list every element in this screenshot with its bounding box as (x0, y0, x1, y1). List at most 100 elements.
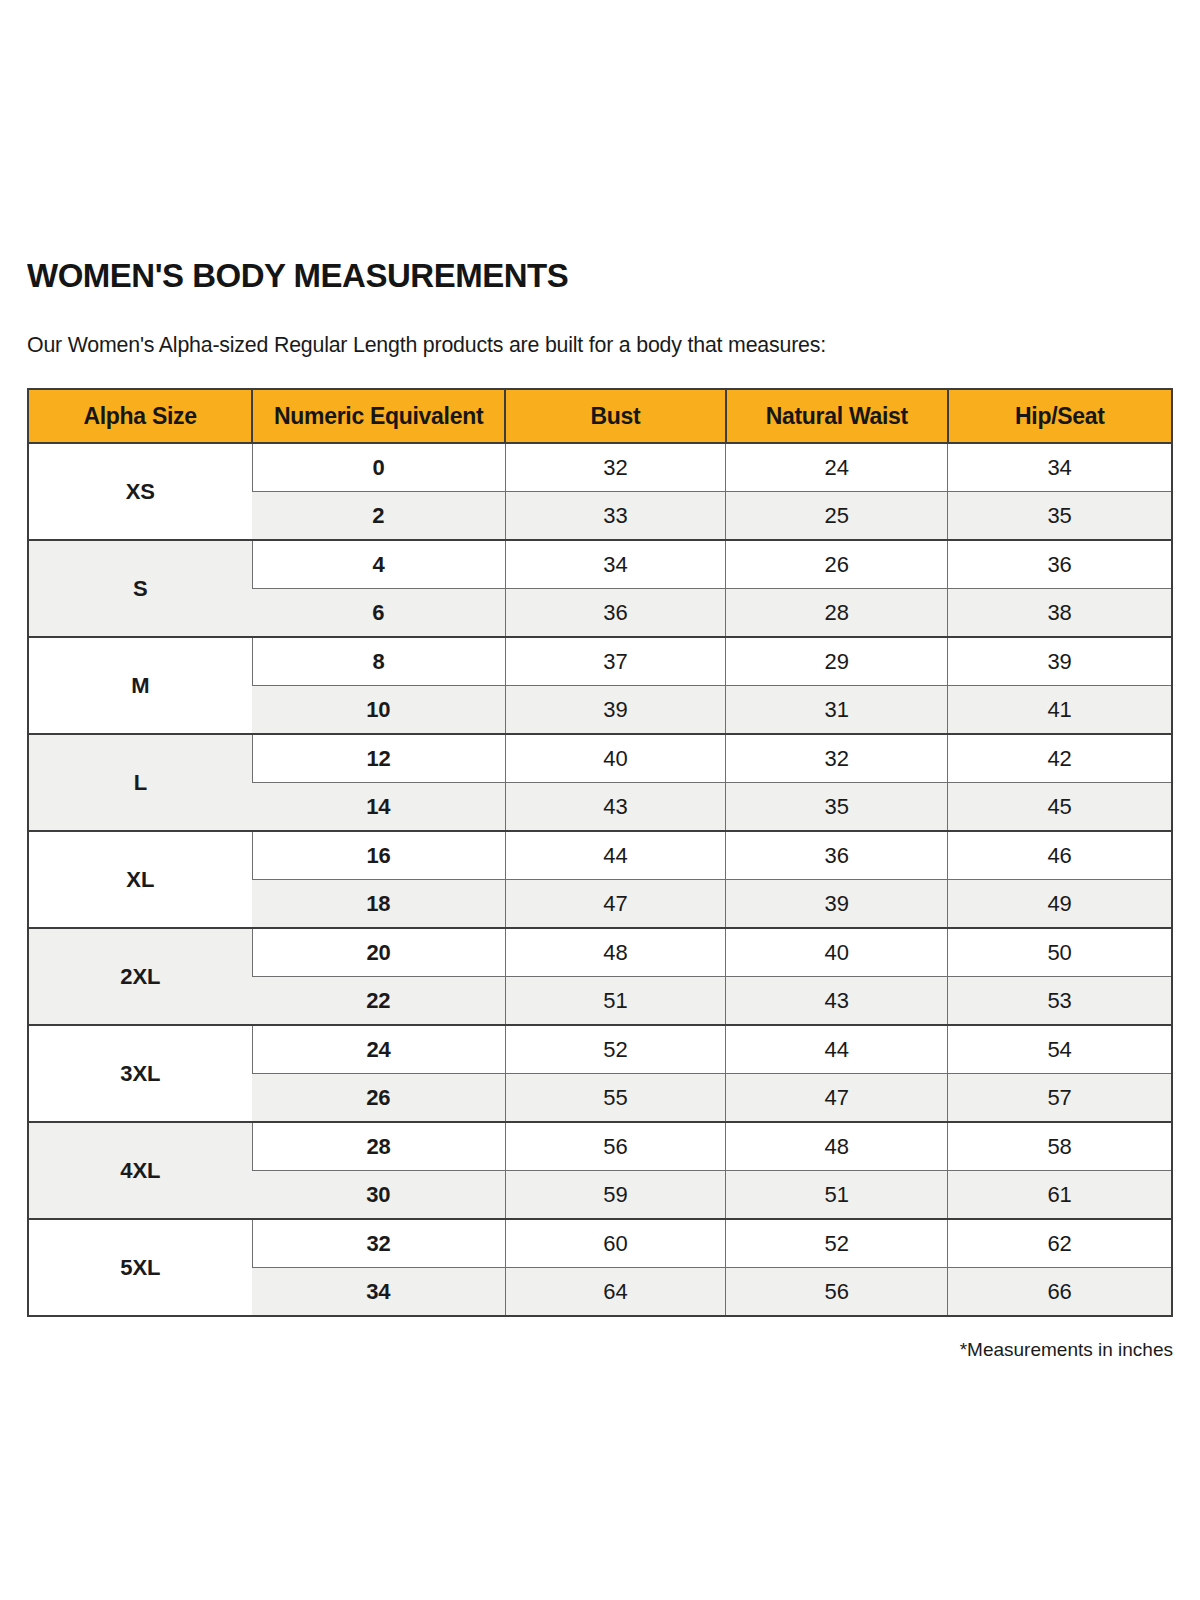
alpha-size-cell: XS (28, 443, 252, 540)
hip-cell: 62 (948, 1219, 1172, 1268)
column-header-numeric-equivalent: Numeric Equivalent (252, 389, 505, 443)
hip-cell: 39 (948, 637, 1172, 686)
hip-cell: 38 (948, 589, 1172, 638)
page-subtitle: Our Women's Alpha-sized Regular Length p… (27, 332, 1139, 358)
bust-cell: 52 (505, 1025, 726, 1074)
waist-cell: 43 (726, 977, 948, 1026)
table-row: 3XL 24 52 44 54 (28, 1025, 1172, 1074)
bust-cell: 39 (505, 686, 726, 735)
numeric-cell: 28 (252, 1122, 505, 1171)
size-chart-table: Alpha Size Numeric Equivalent Bust Natur… (27, 388, 1173, 1317)
alpha-size-cell: 4XL (28, 1122, 252, 1219)
table-row: 2XL 20 48 40 50 (28, 928, 1172, 977)
hip-cell: 54 (948, 1025, 1172, 1074)
size-guide-content: WOMEN'S BODY MEASUREMENTS Our Women's Al… (27, 258, 1173, 1361)
alpha-size-cell: S (28, 540, 252, 637)
waist-cell: 56 (726, 1268, 948, 1317)
size-group-l: L 12 40 32 42 14 43 35 45 (28, 734, 1172, 831)
hip-cell: 45 (948, 783, 1172, 832)
hip-cell: 36 (948, 540, 1172, 589)
waist-cell: 48 (726, 1122, 948, 1171)
hip-cell: 42 (948, 734, 1172, 783)
waist-cell: 44 (726, 1025, 948, 1074)
size-guide-page: WOMEN'S BODY MEASUREMENTS Our Women's Al… (0, 0, 1200, 1600)
hip-cell: 61 (948, 1171, 1172, 1220)
bust-cell: 40 (505, 734, 726, 783)
bust-cell: 55 (505, 1074, 726, 1123)
size-group-2xl: 2XL 20 48 40 50 22 51 43 53 (28, 928, 1172, 1025)
numeric-cell: 14 (252, 783, 505, 832)
hip-cell: 49 (948, 880, 1172, 929)
numeric-cell: 12 (252, 734, 505, 783)
waist-cell: 36 (726, 831, 948, 880)
bust-cell: 44 (505, 831, 726, 880)
alpha-size-cell: 5XL (28, 1219, 252, 1316)
column-header-hip-seat: Hip/Seat (948, 389, 1172, 443)
numeric-cell: 2 (252, 492, 505, 541)
waist-cell: 26 (726, 540, 948, 589)
numeric-cell: 26 (252, 1074, 505, 1123)
numeric-cell: 8 (252, 637, 505, 686)
numeric-cell: 4 (252, 540, 505, 589)
numeric-cell: 32 (252, 1219, 505, 1268)
numeric-cell: 0 (252, 443, 505, 492)
numeric-cell: 22 (252, 977, 505, 1026)
bust-cell: 34 (505, 540, 726, 589)
numeric-cell: 20 (252, 928, 505, 977)
size-group-xl: XL 16 44 36 46 18 47 39 49 (28, 831, 1172, 928)
bust-cell: 48 (505, 928, 726, 977)
waist-cell: 35 (726, 783, 948, 832)
numeric-cell: 18 (252, 880, 505, 929)
waist-cell: 39 (726, 880, 948, 929)
measurements-footnote: *Measurements in inches (27, 1339, 1173, 1361)
alpha-size-cell: M (28, 637, 252, 734)
hip-cell: 46 (948, 831, 1172, 880)
hip-cell: 41 (948, 686, 1172, 735)
table-row: 5XL 32 60 52 62 (28, 1219, 1172, 1268)
alpha-size-cell: 3XL (28, 1025, 252, 1122)
numeric-cell: 30 (252, 1171, 505, 1220)
size-group-m: M 8 37 29 39 10 39 31 41 (28, 637, 1172, 734)
alpha-size-cell: 2XL (28, 928, 252, 1025)
waist-cell: 47 (726, 1074, 948, 1123)
bust-cell: 37 (505, 637, 726, 686)
waist-cell: 25 (726, 492, 948, 541)
table-row: L 12 40 32 42 (28, 734, 1172, 783)
waist-cell: 32 (726, 734, 948, 783)
bust-cell: 51 (505, 977, 726, 1026)
header-row: Alpha Size Numeric Equivalent Bust Natur… (28, 389, 1172, 443)
column-header-natural-waist: Natural Waist (726, 389, 948, 443)
size-group-3xl: 3XL 24 52 44 54 26 55 47 57 (28, 1025, 1172, 1122)
numeric-cell: 24 (252, 1025, 505, 1074)
size-group-s: S 4 34 26 36 6 36 28 38 (28, 540, 1172, 637)
table-header: Alpha Size Numeric Equivalent Bust Natur… (28, 389, 1172, 443)
size-group-4xl: 4XL 28 56 48 58 30 59 51 61 (28, 1122, 1172, 1219)
bust-cell: 47 (505, 880, 726, 929)
table-row: 4XL 28 56 48 58 (28, 1122, 1172, 1171)
column-header-alpha-size: Alpha Size (28, 389, 252, 443)
waist-cell: 28 (726, 589, 948, 638)
waist-cell: 40 (726, 928, 948, 977)
page-title: WOMEN'S BODY MEASUREMENTS (27, 258, 1139, 292)
hip-cell: 57 (948, 1074, 1172, 1123)
hip-cell: 35 (948, 492, 1172, 541)
size-group-5xl: 5XL 32 60 52 62 34 64 56 66 (28, 1219, 1172, 1316)
waist-cell: 29 (726, 637, 948, 686)
table-row: S 4 34 26 36 (28, 540, 1172, 589)
numeric-cell: 6 (252, 589, 505, 638)
table-row: XS 0 32 24 34 (28, 443, 1172, 492)
bust-cell: 43 (505, 783, 726, 832)
numeric-cell: 10 (252, 686, 505, 735)
table-row: XL 16 44 36 46 (28, 831, 1172, 880)
bust-cell: 56 (505, 1122, 726, 1171)
waist-cell: 51 (726, 1171, 948, 1220)
hip-cell: 34 (948, 443, 1172, 492)
waist-cell: 24 (726, 443, 948, 492)
alpha-size-cell: XL (28, 831, 252, 928)
column-header-bust: Bust (505, 389, 726, 443)
bust-cell: 33 (505, 492, 726, 541)
waist-cell: 31 (726, 686, 948, 735)
bust-cell: 59 (505, 1171, 726, 1220)
hip-cell: 50 (948, 928, 1172, 977)
numeric-cell: 16 (252, 831, 505, 880)
